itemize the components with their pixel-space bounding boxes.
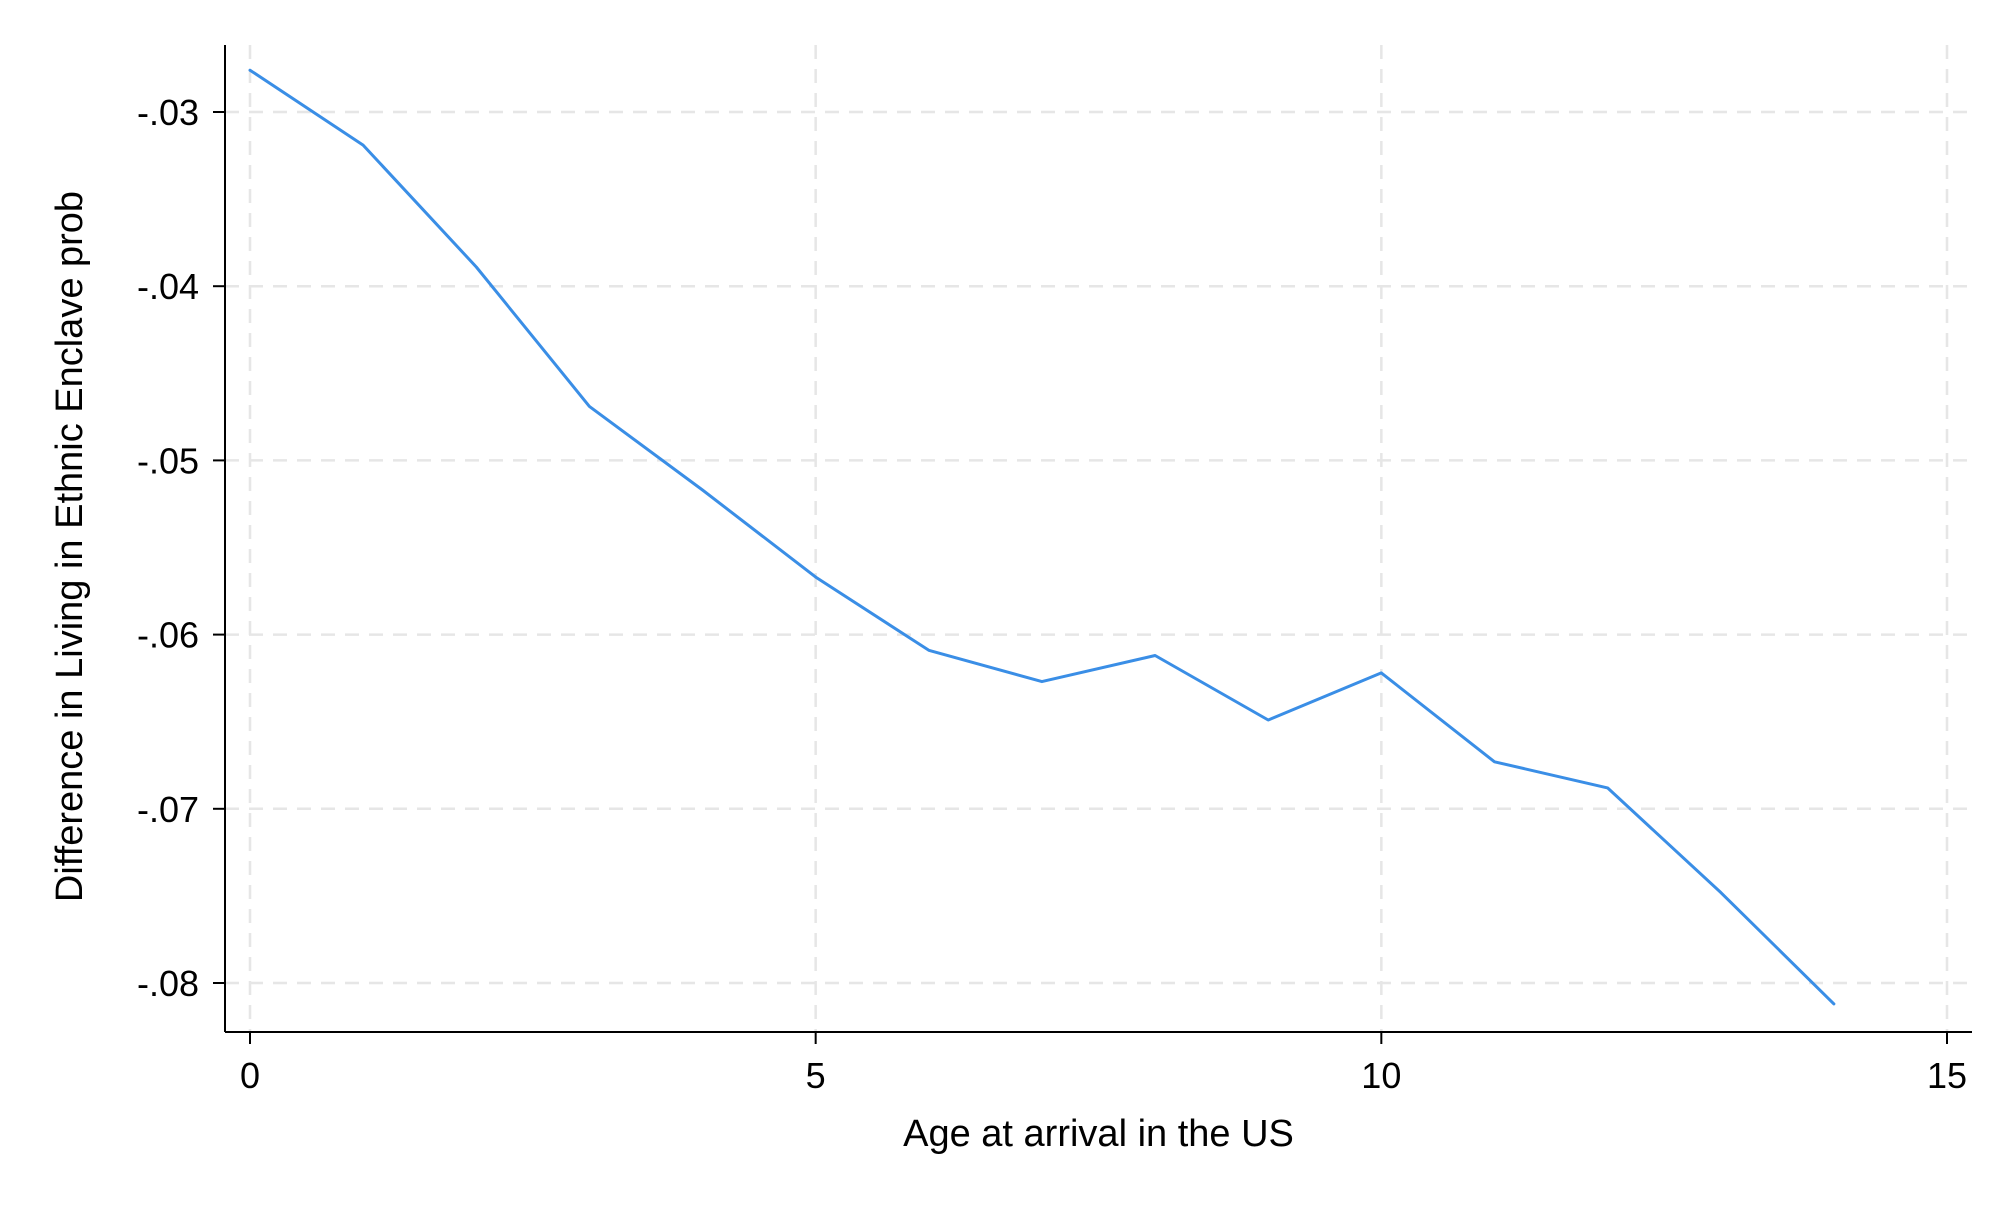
series [248,68,1836,1006]
series-line [248,68,1836,1006]
y-tick-label: -.07 [137,789,199,830]
y-tick-label: -.05 [137,440,199,481]
x-tick-label: 15 [1927,1055,1967,1096]
axes [224,45,1972,1033]
x-axis-title: Age at arrival in the US [903,1113,1294,1155]
y-tick-label: -.08 [137,963,199,1004]
y-axis-title: Difference in Living in Ethnic Enclave p… [49,191,91,902]
y-tick-label: -.04 [137,266,199,307]
y-tick-label: -.03 [137,92,199,133]
y-tick-label: -.06 [137,615,199,656]
gridlines [225,45,1972,1032]
x-tick-label: 0 [240,1055,260,1096]
tick-labels: -.03 -.04 -.05 -.06 -.07 -.08 0 5 10 15 [137,92,1967,1096]
x-tick-label: 5 [806,1055,826,1096]
tick-marks [213,111,1948,1044]
x-tick-label: 10 [1361,1055,1401,1096]
